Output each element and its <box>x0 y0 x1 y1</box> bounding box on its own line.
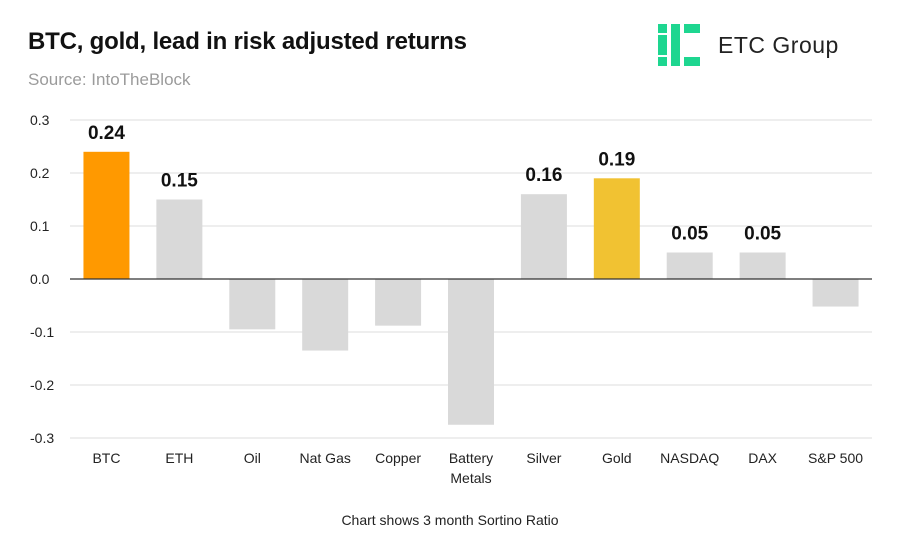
data-label: 0.16 <box>525 165 562 186</box>
x-tick-label: Gold <box>602 450 632 466</box>
y-tick-label: 0.0 <box>30 271 50 287</box>
x-tick-label: NASDAQ <box>660 450 719 466</box>
bar-oil <box>229 279 276 330</box>
etc-group-logo-icon <box>658 24 700 66</box>
bar-btc <box>83 151 130 279</box>
data-label: 0.24 <box>88 123 125 144</box>
chart-caption: Chart shows 3 month Sortino Ratio <box>341 512 559 528</box>
x-tick-label: Silver <box>526 450 561 466</box>
logo-brand-name: ETC Group <box>718 31 839 58</box>
bar-s-p-500 <box>812 279 859 307</box>
data-label: 0.05 <box>671 224 708 245</box>
data-label: 0.19 <box>598 149 635 170</box>
x-tick-label: Nat Gas <box>300 450 351 466</box>
bar-battery-metals <box>448 279 494 425</box>
y-tick-label: -0.2 <box>30 377 54 393</box>
chart-title: BTC, gold, lead in risk adjusted returns <box>28 28 467 55</box>
y-tick-label: 0.3 <box>30 112 50 128</box>
x-tick-label: Oil <box>244 450 261 466</box>
x-axis-ticks: BTC ETH Oil Nat Gas Copper Battery Metals Silve… <box>92 450 863 486</box>
bar-dax <box>739 252 786 279</box>
x-tick-label: BTC <box>92 450 120 466</box>
bar-eth <box>156 199 203 279</box>
x-tick-label: DAX <box>748 450 777 466</box>
y-tick-label: 0.2 <box>30 165 50 181</box>
x-tick-label: S&P 500 <box>808 450 863 466</box>
bar-nat-gas <box>302 279 349 351</box>
bar-nasdaq <box>666 252 713 279</box>
data-label: 0.15 <box>161 171 198 192</box>
x-tick-label: ETH <box>165 450 193 466</box>
bar-gold <box>593 178 640 279</box>
x-tick-label: Copper <box>375 450 421 466</box>
y-axis-ticks: 0.3 0.2 0.1 0.0 -0.1 -0.2 -0.3 <box>30 112 54 446</box>
y-tick-label: -0.1 <box>30 324 54 340</box>
etc-group-logo: ETC Group <box>656 22 839 68</box>
data-labels: 0.24 0.15 0.16 0.19 0.05 0.05 <box>88 123 782 245</box>
y-tick-label: 0.1 <box>30 218 50 234</box>
y-tick-label: -0.3 <box>30 430 54 446</box>
bars <box>83 151 859 425</box>
x-tick-label: Battery <box>449 450 493 466</box>
x-tick-label: Metals <box>450 470 491 486</box>
chart-source: Source: IntoTheBlock <box>28 70 191 89</box>
bar-silver <box>520 194 567 279</box>
data-label: 0.05 <box>744 224 781 245</box>
bar-copper <box>375 279 422 326</box>
